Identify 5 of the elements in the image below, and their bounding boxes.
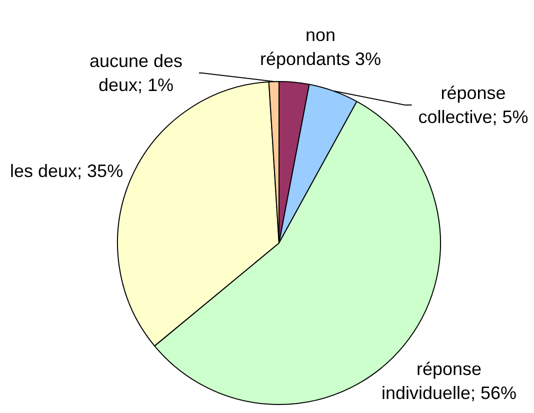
slice-label: aucune des deux; 1% [88,50,184,97]
slice-label: réponse individuelle; 56% [380,358,518,405]
slice-label: non répondants 3% [259,24,382,71]
slice-label: les deux; 35% [10,160,124,183]
slice-label: réponse collective; 5% [417,82,530,129]
